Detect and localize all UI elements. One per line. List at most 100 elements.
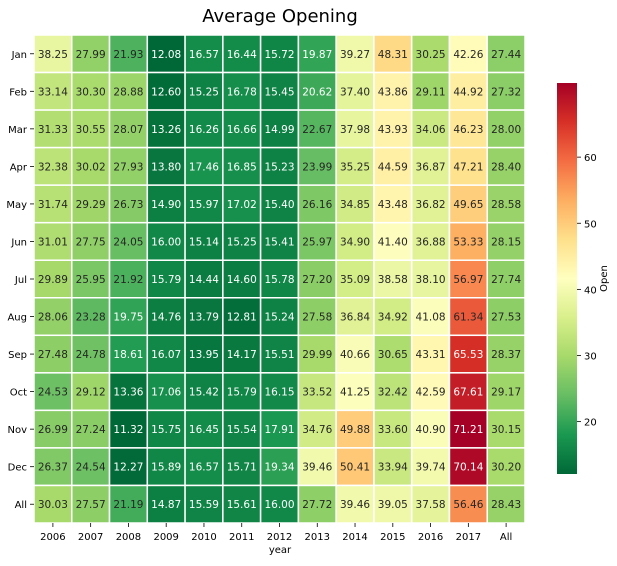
cell-value-label: 43.31: [416, 349, 446, 361]
cell-value-label: 14.99: [264, 124, 294, 136]
cell-value-label: 30.25: [416, 49, 446, 61]
cell-value-label: 15.25: [189, 86, 219, 98]
cell-value-label: 29.12: [76, 387, 106, 399]
cell-value-label: 16.57: [189, 49, 219, 61]
cell-value-label: 22.67: [302, 124, 332, 136]
cell-value-label: 16.26: [189, 124, 219, 136]
cell-value-label: 39.05: [378, 499, 408, 511]
cell-value-label: 34.92: [378, 312, 408, 324]
cell-value-label: 15.71: [227, 462, 257, 474]
cell-value-label: 15.41: [264, 236, 294, 248]
cell-value-label: 26.37: [38, 462, 68, 474]
heatmap-cell-mar-2016: [410, 109, 451, 149]
cell-value-label: 28.07: [113, 124, 143, 136]
row-tick-label-jun: Jun: [10, 237, 27, 248]
heatmap-cell-sep-2017: [448, 334, 488, 374]
heatmap-cell-jun-2014: [335, 221, 375, 261]
cell-value-label: 16.44: [227, 49, 257, 61]
cell-value-label: 31.74: [38, 199, 68, 211]
cell-value-label: 15.79: [227, 387, 257, 399]
cell-value-label: 34.85: [340, 199, 370, 211]
cell-value-label: 11.32: [113, 424, 143, 436]
heatmap-cell-aug-2017: [448, 297, 488, 337]
cell-value-label: 37.98: [340, 124, 370, 136]
cell-value-label: 49.88: [340, 424, 370, 436]
heatmap-cell-nov-2017: [448, 409, 488, 449]
cell-value-label: 16.15: [264, 387, 294, 399]
cell-value-label: 28.15: [491, 236, 521, 248]
cell-value-label: 15.89: [151, 462, 181, 474]
cell-value-label: 18.61: [113, 349, 143, 361]
cell-value-label: 27.75: [76, 236, 106, 248]
heatmap-cell-jun-2015: [373, 221, 413, 261]
heatmap-cell-nov-2014: [335, 409, 375, 449]
row-tick-label-aug: Aug: [7, 313, 27, 324]
heatmap-cell-may-2009: [146, 184, 186, 224]
cell-value-label: 27.58: [302, 312, 332, 324]
cell-value-label: 39.46: [302, 462, 332, 474]
heatmap-cell-mar-2015: [373, 109, 413, 149]
cell-value-label: 27.53: [491, 312, 521, 324]
cell-value-label: 15.14: [189, 236, 219, 248]
cell-value-label: 47.21: [453, 161, 483, 173]
cell-value-label: 39.74: [416, 462, 446, 474]
cell-value-label: 29.89: [38, 274, 68, 286]
cell-value-label: 71.21: [453, 424, 483, 436]
heatmap-cell-feb-2014: [335, 71, 375, 111]
cell-value-label: 27.99: [76, 49, 106, 61]
cell-value-label: 33.94: [378, 462, 408, 474]
row-tick-label-mar: Mar: [8, 125, 28, 136]
cell-value-label: 43.86: [378, 86, 408, 98]
cell-value-label: 19.75: [113, 312, 143, 324]
cell-value-label: 31.33: [38, 124, 68, 136]
heatmap-cell-jan-2013: [297, 34, 337, 74]
heatmap-cell-jun-2008: [108, 221, 149, 261]
cell-value-label: 67.61: [453, 387, 483, 399]
column-tick-label-all: All: [500, 532, 512, 543]
heatmap-cell-apr-2016: [410, 146, 451, 186]
heatmap-cell-jul-2006: [33, 259, 73, 299]
heatmap-cell-nov-all: [486, 409, 526, 449]
cell-value-label: 40.66: [340, 349, 370, 361]
cell-value-label: 21.92: [113, 274, 143, 286]
heatmap-cell-may-2008: [108, 184, 149, 224]
cell-value-label: 21.93: [113, 49, 143, 61]
cell-value-label: 13.95: [189, 349, 219, 361]
cell-value-label: 31.01: [38, 236, 68, 248]
cell-value-label: 43.93: [378, 124, 408, 136]
cell-value-label: 16.45: [189, 424, 219, 436]
cell-value-label: 15.79: [151, 274, 181, 286]
colorbar-tick-label: 20: [584, 418, 597, 429]
cell-value-label: 29.11: [416, 86, 446, 98]
row-tick-label-may: May: [6, 200, 27, 211]
cell-value-label: 35.25: [340, 161, 370, 173]
cell-value-label: 28.43: [491, 499, 521, 511]
heatmap-cell-feb-2011: [222, 71, 262, 111]
cell-value-label: 30.65: [378, 349, 408, 361]
colorbar-tick-label: 30: [584, 352, 597, 363]
cell-value-label: 17.91: [264, 424, 294, 436]
cell-value-label: 30.03: [38, 499, 68, 511]
cell-value-label: 41.08: [416, 312, 446, 324]
heatmap-cell-mar-all: [486, 109, 526, 149]
cell-value-label: 15.61: [227, 499, 257, 511]
heatmap-cell-jul-2012: [259, 259, 300, 299]
cell-value-label: 34.76: [302, 424, 332, 436]
column-tick-label-2008: 2008: [116, 532, 141, 543]
cell-value-label: 24.54: [76, 462, 106, 474]
cell-value-label: 30.30: [76, 86, 106, 98]
cell-value-label: 28.88: [113, 86, 143, 98]
cell-value-label: 24.78: [76, 349, 106, 361]
cell-value-label: 17.02: [227, 199, 257, 211]
cell-value-label: 23.28: [76, 312, 106, 324]
heatmap-cell-may-2017: [448, 184, 488, 224]
cell-value-label: 15.51: [264, 349, 294, 361]
heatmap-cell-jun-2012: [259, 221, 300, 261]
cell-value-label: 38.25: [38, 49, 68, 61]
cell-value-label: 26.16: [302, 199, 332, 211]
heatmap-cell-nov-2007: [71, 409, 111, 449]
cell-value-label: 27.44: [491, 49, 521, 61]
heatmap-cell-dec-2012: [259, 447, 300, 487]
colorbar-label: Open: [599, 265, 610, 292]
